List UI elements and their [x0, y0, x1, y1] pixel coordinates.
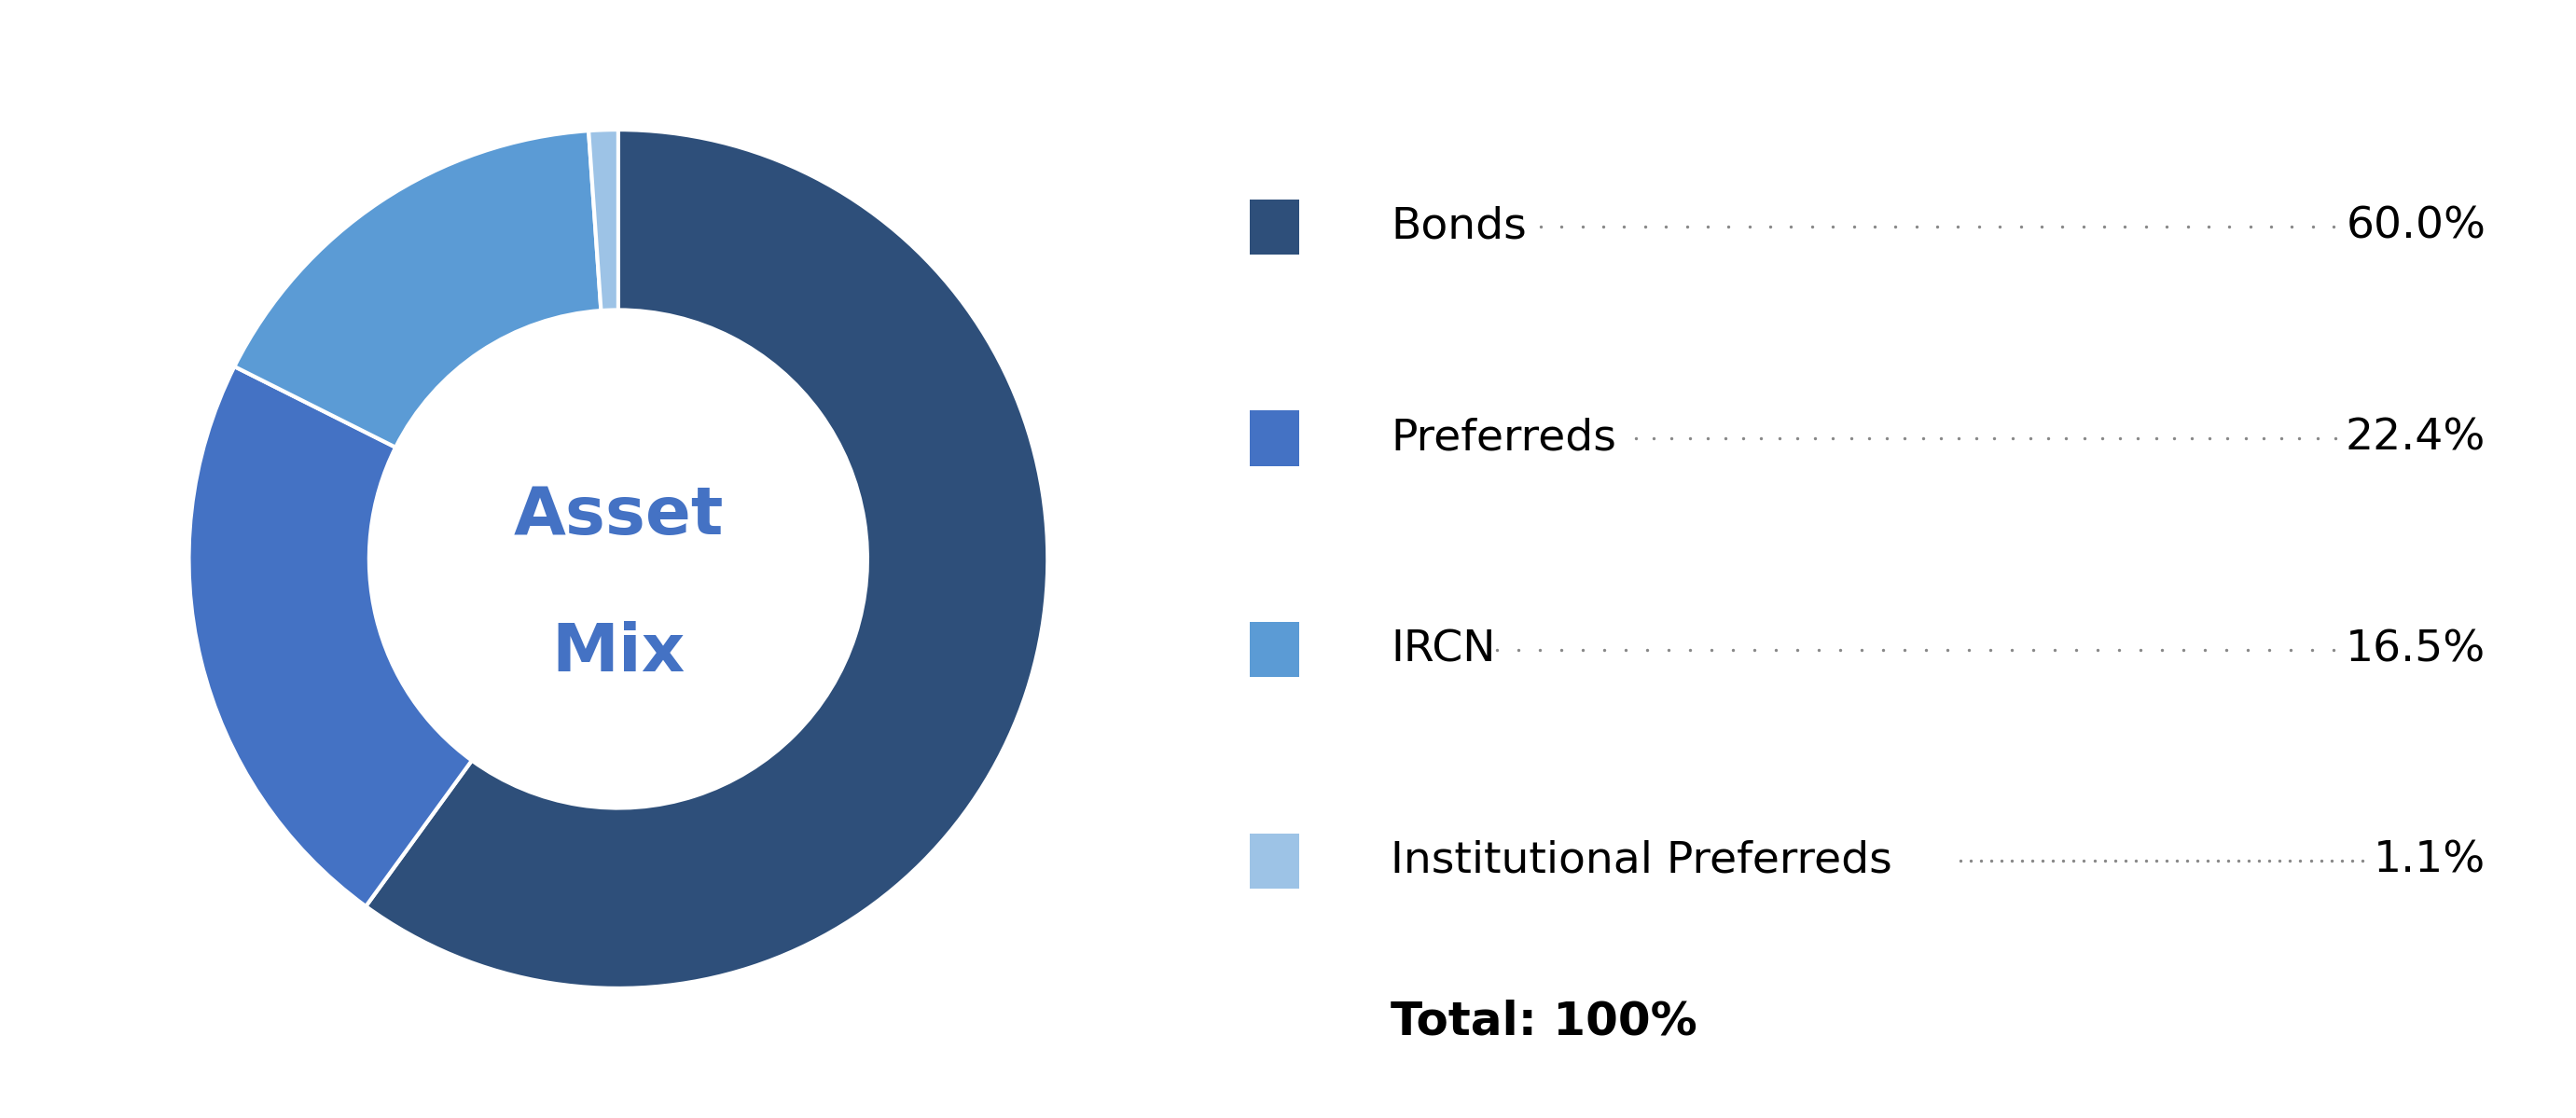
Bar [1249, 410, 1298, 466]
Bar [1249, 199, 1298, 255]
Wedge shape [234, 131, 600, 447]
Wedge shape [188, 367, 471, 907]
Text: 1.1%: 1.1% [2372, 840, 2486, 882]
Text: IRCN: IRCN [1391, 628, 1497, 671]
Bar [1249, 622, 1298, 678]
Wedge shape [587, 130, 618, 311]
Text: Preferreds: Preferreds [1391, 417, 1618, 459]
Bar [1249, 833, 1298, 889]
Text: Asset: Asset [513, 484, 724, 548]
Text: Institutional Preferreds: Institutional Preferreds [1391, 840, 1893, 882]
Text: Bonds: Bonds [1391, 206, 1528, 248]
Text: 60.0%: 60.0% [2347, 206, 2486, 248]
Wedge shape [366, 130, 1048, 988]
Text: Total: 100%: Total: 100% [1391, 999, 1698, 1044]
Text: Mix: Mix [551, 622, 685, 685]
Text: 22.4%: 22.4% [2347, 417, 2486, 459]
Text: 16.5%: 16.5% [2347, 628, 2486, 671]
